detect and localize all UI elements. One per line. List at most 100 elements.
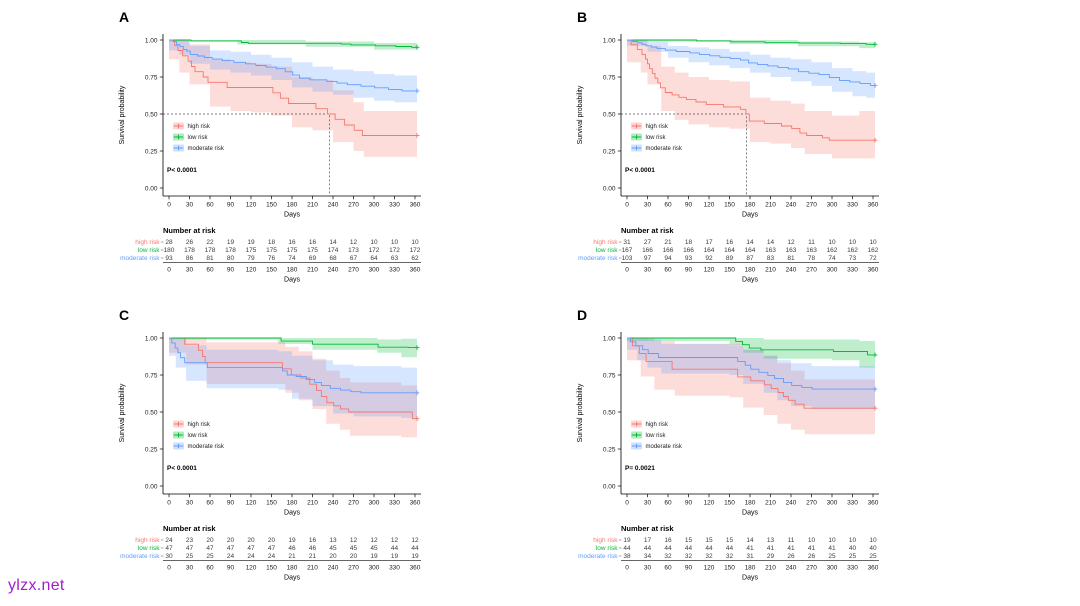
x-tick-label: 210 <box>307 202 318 209</box>
survival-curve-moderate-risk <box>627 337 875 390</box>
risk-count: 166 <box>642 247 653 254</box>
confidence-band-moderate-risk <box>627 40 875 98</box>
x-tick-label: 0 <box>167 500 171 507</box>
confidence-band-moderate-risk <box>169 338 417 418</box>
censor-plus-marker <box>414 88 420 94</box>
risk-table-title: Number at risk <box>621 226 674 235</box>
risk-table-x-axis-title: Days <box>742 277 758 284</box>
x-tick-label: 120 <box>246 500 257 507</box>
risk-count: 83 <box>767 255 775 262</box>
x-tick-label: 210 <box>765 500 776 507</box>
risk-count: 12 <box>391 537 399 544</box>
risk-count: 92 <box>705 255 713 262</box>
risk-count: 10 <box>869 537 877 544</box>
y-tick-label: 0.00 <box>145 185 158 192</box>
legend-plus-icon <box>631 134 642 140</box>
x-tick-label: 330 <box>847 202 858 209</box>
risk-count: 40 <box>869 545 877 552</box>
y-axis-title: Survival probability <box>577 383 584 442</box>
risk-count: 162 <box>868 247 879 254</box>
panel-letter: B <box>577 9 587 25</box>
risk-count: 44 <box>411 545 419 552</box>
risk-count: 32 <box>705 553 713 560</box>
risk-count: 17 <box>644 537 652 544</box>
x-tick-label: 240 <box>328 202 339 209</box>
risk-count: 12 <box>350 537 358 544</box>
legend-label-low-risk: low risk <box>188 135 209 141</box>
confidence-band-high-risk <box>627 40 875 159</box>
x-tick-label: 0 <box>625 202 629 209</box>
risk-count: 47 <box>206 545 214 552</box>
risk-count: 24 <box>268 553 276 560</box>
risk-count: 74 <box>288 255 296 262</box>
risk-count: 16 <box>664 537 672 544</box>
risk-table-tick-label: 60 <box>664 267 672 274</box>
censor-plus-marker <box>414 44 420 50</box>
risk-table-tick-label: 180 <box>745 267 756 274</box>
x-tick-label: 330 <box>847 500 858 507</box>
risk-count: 20 <box>227 537 235 544</box>
legend-label-high-risk: high risk <box>188 422 211 428</box>
risk-table-tick-label: 30 <box>644 267 652 274</box>
risk-count: 12 <box>350 239 358 246</box>
risk-count: 13 <box>767 537 775 544</box>
legend-label-moderate-risk: moderate risk <box>646 444 683 450</box>
risk-count: 178 <box>225 247 236 254</box>
risk-count: 81 <box>206 255 214 262</box>
censor-plus-marker <box>414 390 420 396</box>
risk-count: 69 <box>309 255 317 262</box>
risk-count: 32 <box>685 553 693 560</box>
risk-count: 89 <box>726 255 734 262</box>
x-tick-label: 300 <box>827 500 838 507</box>
risk-table-tick-label: 240 <box>786 565 797 572</box>
risk-count: 45 <box>329 545 337 552</box>
y-tick-label: 0.50 <box>603 111 616 118</box>
watermark-link[interactable]: ylzx.net <box>8 577 65 594</box>
risk-count: 78 <box>808 255 816 262</box>
risk-table-x-axis-title: Days <box>284 575 300 582</box>
risk-table-tick-label: 150 <box>724 267 735 274</box>
risk-count: 16 <box>288 239 296 246</box>
risk-count: 23 <box>186 537 194 544</box>
risk-count: 12 <box>787 239 795 246</box>
risk-count: 164 <box>745 247 756 254</box>
legend-plus-icon <box>173 145 184 151</box>
risk-table-tick-label: 180 <box>287 565 298 572</box>
risk-table-tick-label: 210 <box>307 267 318 274</box>
y-tick-label: 0.75 <box>603 372 616 379</box>
x-tick-label: 360 <box>410 500 421 507</box>
risk-count: 178 <box>205 247 216 254</box>
survival-curve-low-risk <box>169 39 417 48</box>
y-tick-label: 1.00 <box>145 37 158 44</box>
y-tick-label: 0.00 <box>603 483 616 490</box>
km-panel-c: C Survival probability 0.00 0.25 0.50 0.75 1.0… <box>97 300 555 598</box>
legend-plus-icon <box>173 432 184 438</box>
x-tick-label: 210 <box>765 202 776 209</box>
risk-count: 12 <box>370 537 378 544</box>
risk-count: 10 <box>828 537 836 544</box>
risk-count: 162 <box>847 247 858 254</box>
risk-count: 20 <box>350 553 358 560</box>
legend-label-low-risk: low risk <box>646 135 667 141</box>
risk-table-tick-label: 330 <box>389 565 400 572</box>
y-tick-label: 0.00 <box>603 185 616 192</box>
risk-table-tick-label: 270 <box>348 565 359 572</box>
risk-table-tick-label: 60 <box>664 565 672 572</box>
x-tick-label: 180 <box>745 202 756 209</box>
risk-count: 21 <box>288 553 296 560</box>
x-tick-label: 60 <box>664 202 672 209</box>
risk-count: 24 <box>247 553 255 560</box>
legend-label-low-risk: low risk <box>646 433 667 439</box>
x-tick-label: 180 <box>287 202 298 209</box>
x-tick-label: 150 <box>266 500 277 507</box>
risk-count: 167 <box>622 247 633 254</box>
risk-row-label-high-risk: high risk <box>593 239 618 246</box>
risk-count: 20 <box>268 537 276 544</box>
x-tick-label: 150 <box>724 202 735 209</box>
x-axis-title: Days <box>284 212 300 219</box>
risk-count: 14 <box>329 239 337 246</box>
risk-count: 19 <box>288 537 296 544</box>
risk-table-tick-label: 30 <box>186 565 194 572</box>
risk-count: 86 <box>186 255 194 262</box>
risk-row-label-high-risk: high risk <box>135 239 160 246</box>
